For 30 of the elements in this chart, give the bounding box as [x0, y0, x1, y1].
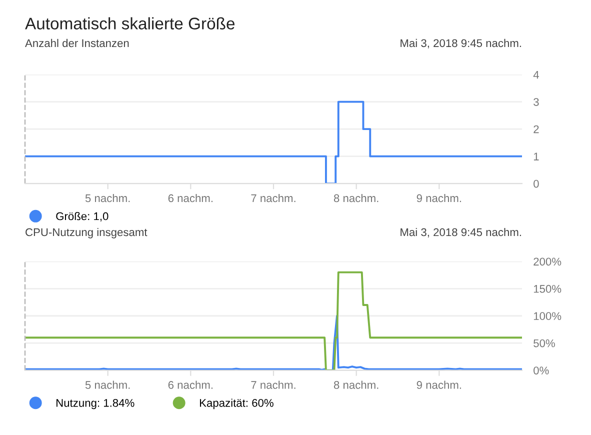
x-tick-label: 6 nachm.: [168, 380, 213, 389]
x-tick-label: 7 nachm.: [251, 380, 296, 389]
y-tick-label: 2: [534, 125, 539, 134]
line-series: [25, 271, 522, 370]
y-tick-label: 3: [534, 98, 539, 106]
x-tick-label: 6 nachm.: [168, 194, 213, 202]
x-tick-label: 5 nachm.: [85, 380, 130, 389]
chart-subtitle: Anzahl der Instanzen: [25, 38, 129, 48]
x-tick-label: 7 nachm.: [251, 194, 296, 202]
y-tick-label: 4: [533, 70, 539, 79]
y-tick-label: 1: [534, 152, 539, 160]
y-tick-label: 0: [534, 180, 539, 188]
x-tick-label: 9 nachm.: [416, 194, 462, 202]
y-tick-label: 100%: [534, 312, 562, 320]
y-tick-label: 200%: [534, 258, 562, 266]
chart-title: CPU-Nutzung insgesamt: [26, 228, 148, 238]
text: Mai 3, 2018 9:45 nachm.: [400, 228, 521, 238]
chart-title: Automatisch skalierte Größe: [25, 17, 235, 30]
line-series: [25, 314, 522, 370]
legend-label: Größe: 1,0: [56, 212, 108, 222]
legend-label: Kapazität: 60%: [200, 398, 274, 410]
legend-label: Nutzung: 1.84%: [56, 399, 134, 410]
y-tick-label: 50%: [534, 339, 555, 348]
x-tick-label: 8 nachm.: [334, 194, 378, 202]
y-tick-label: 150%: [534, 284, 562, 293]
x-tick-label: 5 nachm.: [85, 194, 130, 202]
y-tick-label: 0%: [534, 366, 549, 374]
text: Mai 3, 2018 9:45 nachm.: [400, 38, 521, 48]
x-tick-label: 9 nachm.: [416, 380, 462, 389]
x-tick-label: 8 nachm.: [334, 380, 378, 389]
